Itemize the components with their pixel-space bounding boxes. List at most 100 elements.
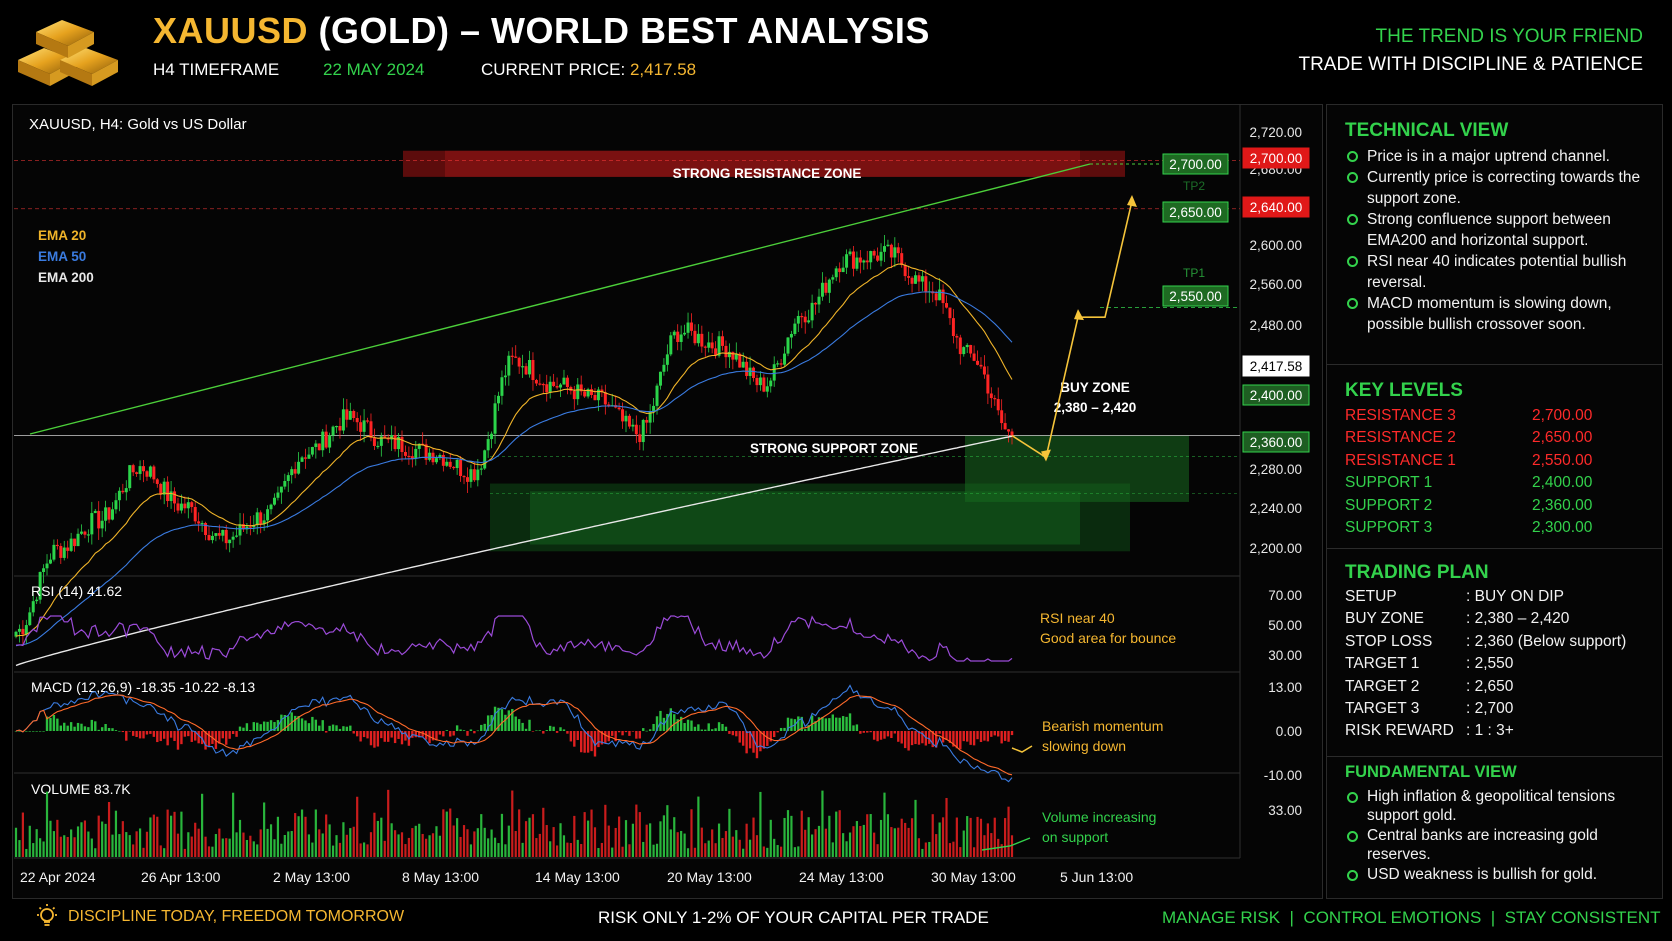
candle-body xyxy=(989,393,993,399)
volume-bar xyxy=(879,819,883,857)
candle-body xyxy=(459,459,463,477)
volume-bar xyxy=(662,815,666,857)
macd-bar xyxy=(480,724,483,731)
macd-bar xyxy=(221,731,224,739)
macd-bar xyxy=(293,715,297,731)
candle-body xyxy=(621,409,625,422)
candle-body xyxy=(889,244,893,258)
macd-bar xyxy=(297,715,300,731)
volume-bar xyxy=(335,835,338,857)
macd-bar xyxy=(59,725,63,731)
candle-body xyxy=(217,533,221,536)
candle-body xyxy=(851,251,855,269)
volume-bar xyxy=(990,833,993,857)
macd-bar xyxy=(903,731,907,749)
sidebar xyxy=(1326,104,1663,899)
macd-bar xyxy=(828,718,831,731)
volume-bar xyxy=(604,804,607,857)
volume-bar xyxy=(583,812,586,857)
candle-body xyxy=(641,419,645,443)
macd-bar xyxy=(400,731,404,745)
volume-bar xyxy=(107,802,111,857)
macd-bar xyxy=(531,731,535,732)
macd-bar xyxy=(993,731,996,736)
macd-bar xyxy=(890,731,893,738)
macd-bar xyxy=(659,710,662,731)
macd-bar xyxy=(569,731,573,742)
macd-bar xyxy=(986,731,990,742)
candle-body xyxy=(1010,431,1014,436)
candle-body xyxy=(648,411,652,423)
macd-bar xyxy=(252,722,255,731)
candle-body xyxy=(300,457,304,462)
candle-body xyxy=(814,302,818,305)
macd-bar xyxy=(242,727,245,731)
volume-bar xyxy=(73,837,76,857)
current-price-tag-bg xyxy=(1242,355,1310,377)
macd-bar xyxy=(879,731,883,740)
plan-value: : 2,380 – 2,420 xyxy=(1466,610,1570,628)
macd-bar xyxy=(566,731,569,734)
volume-bar xyxy=(235,832,238,857)
candle-body xyxy=(496,395,500,404)
volume-bar xyxy=(745,823,748,857)
macd-bar xyxy=(700,729,704,731)
x-tick-label: 2 May 13:00 xyxy=(273,869,350,885)
macd-bar xyxy=(855,724,859,731)
candle-body xyxy=(969,344,973,354)
key-level-label: SUPPORT 3 xyxy=(1345,519,1433,537)
volume-bar xyxy=(859,825,862,857)
timeframe-label: H4 TIMEFRAME xyxy=(153,60,280,79)
price-chart[interactable]: STRONG RESISTANCE ZONE STRONG SUPPORT ZON… xyxy=(0,0,1326,900)
volume-bar xyxy=(128,835,131,857)
volume-bar xyxy=(245,839,249,857)
volume-bar xyxy=(63,835,66,857)
volume-bar xyxy=(866,814,869,857)
candle-body xyxy=(603,392,607,405)
macd-bar xyxy=(418,731,421,738)
bullet-icon xyxy=(1347,792,1358,803)
volume-bar xyxy=(945,797,948,857)
macd-bar xyxy=(779,727,783,731)
macd-bar xyxy=(728,731,731,734)
candle-body xyxy=(35,599,39,602)
candle-body xyxy=(14,631,18,637)
candle-body xyxy=(631,424,635,427)
resistance-axis-tag-bg xyxy=(1242,196,1310,218)
candle-body xyxy=(658,371,662,386)
macd-bar xyxy=(145,731,149,735)
macd-bar xyxy=(387,731,390,742)
candle-body xyxy=(266,509,270,521)
volume-bar xyxy=(666,805,669,857)
volume-bar xyxy=(414,825,417,857)
rsi-tick: 30.00 xyxy=(1268,648,1302,663)
candle-body xyxy=(338,425,342,431)
fundamental-view: FUNDAMENTAL VIEW High inflation & geopol… xyxy=(1345,763,1645,884)
macd-bar xyxy=(156,731,159,743)
candle-body xyxy=(876,255,880,261)
volume-bar xyxy=(152,814,155,857)
macd-bar xyxy=(97,729,100,731)
volume-bar xyxy=(821,790,824,857)
volume-bar xyxy=(717,823,721,857)
key-level-row: RESISTANCE 2 2,650.00 xyxy=(1345,427,1645,449)
macd-bar xyxy=(142,731,145,739)
macd-bar xyxy=(362,731,366,738)
macd-bar xyxy=(273,722,276,731)
candle-body xyxy=(696,333,700,344)
volume-bar xyxy=(766,847,769,857)
volume-bar xyxy=(166,809,169,857)
x-tick-label: 22 Apr 2024 xyxy=(20,869,96,885)
bullet-icon xyxy=(1347,172,1358,183)
candle-body xyxy=(838,268,842,273)
candle-body xyxy=(297,461,301,474)
candle-body xyxy=(803,316,807,323)
macd-bar xyxy=(862,731,866,733)
macd-bar xyxy=(349,725,352,731)
divider xyxy=(1327,364,1662,365)
candle-body xyxy=(59,546,63,558)
volume-bar xyxy=(369,832,373,857)
candle-body xyxy=(855,257,859,269)
macd-bar xyxy=(848,713,852,731)
candle-body xyxy=(607,404,611,406)
